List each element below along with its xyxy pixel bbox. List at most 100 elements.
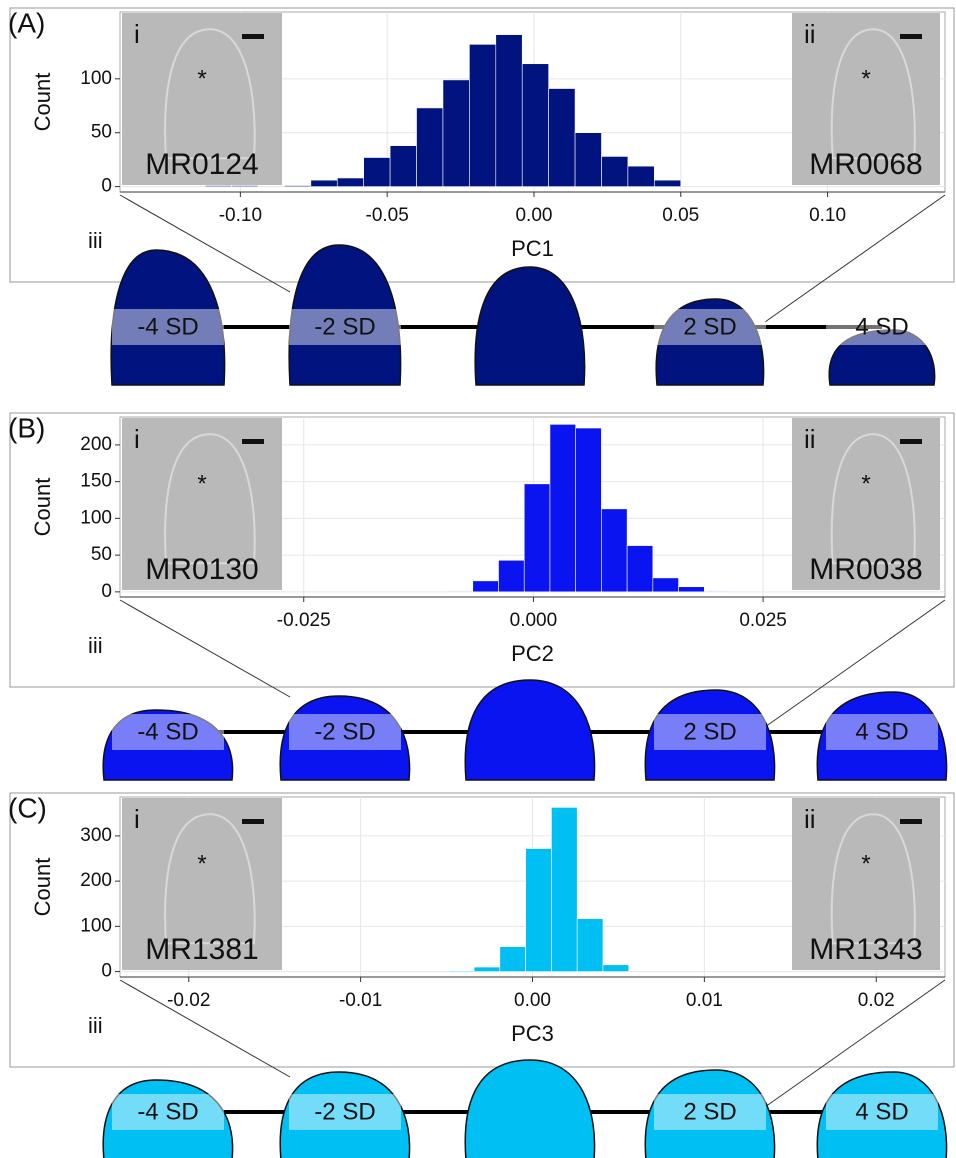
- panel-frame: [9, 792, 955, 1068]
- scale-bar: [242, 34, 264, 39]
- y-axis-title: Count: [30, 73, 55, 132]
- x-axis-title: PC1: [511, 236, 554, 261]
- y-tick-label: 100: [80, 68, 112, 89]
- sd-label: -4 SD: [137, 718, 198, 745]
- sd-label: -2 SD: [314, 718, 375, 745]
- histogram-bar: [575, 427, 602, 593]
- histogram-bar: [336, 177, 364, 187]
- micrograph-outline: [830, 813, 916, 945]
- histogram-bar: [549, 424, 576, 593]
- x-axis-title: PC3: [511, 1021, 554, 1046]
- x-tick-label: 0.00: [515, 205, 552, 226]
- x-tick-label: 0.025: [739, 610, 787, 631]
- y-tick-label: 150: [80, 471, 112, 492]
- sd-label-box: [826, 309, 938, 345]
- histogram-bar: [654, 179, 682, 187]
- sd-label-box: [654, 714, 766, 750]
- histogram-bar: [601, 156, 629, 187]
- panel-frame: [9, 412, 955, 688]
- inset-marker: i: [134, 804, 140, 834]
- histogram-bar: [446, 590, 474, 593]
- sd-label: 2 SD: [683, 1098, 736, 1125]
- y-tick-label: 300: [80, 825, 112, 846]
- sd-label-box: [112, 1094, 224, 1130]
- histogram-bar: [551, 807, 578, 972]
- histogram-bar: [447, 970, 475, 972]
- sd-label: 4 SD: [855, 718, 908, 745]
- y-tick-label: 100: [80, 915, 112, 936]
- sd-label-box: [826, 1094, 938, 1130]
- x-tick-label: 0.00: [514, 990, 551, 1011]
- micrograph-outline: [164, 433, 256, 565]
- histogram-bar: [626, 545, 654, 593]
- outline-shape: [464, 679, 596, 781]
- micrograph: [122, 798, 282, 970]
- sd-label-box: [112, 309, 224, 345]
- sd-label: 2 SD: [683, 718, 736, 745]
- histogram-bar: [548, 88, 576, 187]
- asterisk: *: [197, 850, 206, 877]
- micrograph-outline: [830, 28, 916, 160]
- outline-shape: [279, 1071, 411, 1158]
- asterisk: *: [197, 470, 206, 497]
- y-tick-label: 200: [80, 870, 112, 891]
- histogram-bar: [521, 63, 549, 187]
- histogram-bar: [495, 34, 523, 187]
- y-axis-title: Count: [30, 478, 55, 537]
- micrograph-outline: [164, 813, 256, 945]
- y-tick-label: 50: [91, 544, 112, 565]
- micrograph: [792, 798, 940, 970]
- scale-bar: [900, 439, 922, 444]
- connector: [764, 194, 946, 323]
- inset-marker: ii: [804, 19, 816, 49]
- outline-shape: [464, 1059, 596, 1158]
- sd-label: -4 SD: [137, 313, 198, 340]
- sample-id: MR1381: [145, 933, 258, 966]
- scale-bar: [242, 439, 264, 444]
- connector: [119, 599, 291, 698]
- outline-shape: [655, 298, 765, 386]
- outline-shape: [474, 266, 586, 386]
- outline-shape: [288, 244, 402, 386]
- x-tick-label: 0.01: [686, 990, 723, 1011]
- sd-label-box: [112, 714, 224, 750]
- sd-label: 2 SD: [683, 313, 736, 340]
- asterisk: *: [861, 470, 870, 497]
- micrograph-outline: [830, 433, 916, 565]
- asterisk: *: [861, 850, 870, 877]
- sd-label-box: [289, 309, 401, 345]
- asterisk: *: [861, 65, 870, 92]
- outline-shape: [828, 329, 936, 386]
- y-axis-title: Count: [30, 858, 55, 917]
- panel-label: (B): [8, 412, 45, 443]
- sample-id: MR0124: [145, 148, 258, 181]
- micrograph: [122, 418, 282, 590]
- y-tick-label: 0: [101, 961, 112, 982]
- histogram-bar: [574, 132, 602, 187]
- micrograph-outline: [164, 28, 256, 160]
- sd-label: -2 SD: [314, 1098, 375, 1125]
- sample-id: MR0038: [809, 553, 922, 586]
- outline-shape: [816, 691, 948, 781]
- sd-label-box: [289, 1094, 401, 1130]
- panel-label: (C): [8, 792, 47, 823]
- shape-marker: iii: [88, 1013, 103, 1038]
- histogram-bar: [284, 185, 312, 187]
- inset-marker: i: [134, 424, 140, 454]
- asterisk: *: [197, 65, 206, 92]
- micrograph: [122, 13, 282, 185]
- connector: [764, 599, 946, 728]
- y-tick-label: 0: [101, 581, 112, 602]
- histogram-bar: [389, 145, 417, 187]
- histogram-bar: [627, 165, 655, 187]
- x-tick-label: 0.05: [662, 205, 699, 226]
- histogram-bar: [576, 918, 604, 972]
- histogram-bar: [601, 508, 628, 593]
- outline-shape: [644, 689, 776, 781]
- micrograph: [792, 13, 940, 185]
- histogram-bar: [525, 848, 552, 972]
- histogram-bar: [703, 590, 731, 593]
- scale-bar: [900, 819, 922, 824]
- shape-marker: iii: [88, 228, 103, 253]
